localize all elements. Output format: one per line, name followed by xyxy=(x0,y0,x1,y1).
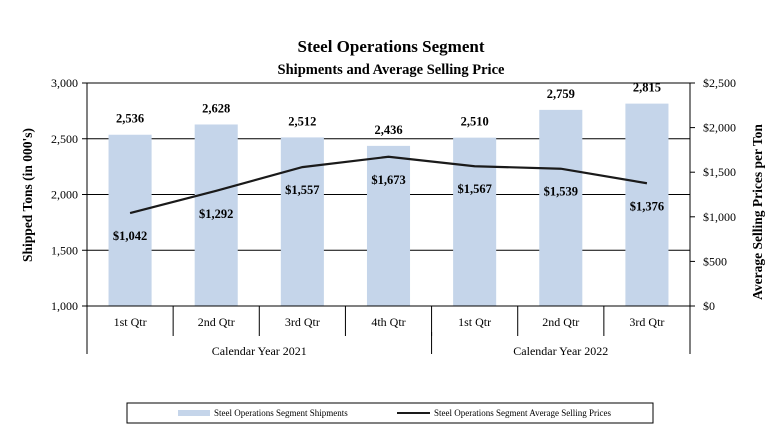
bar xyxy=(108,134,152,306)
bar-value-label: 2,628 xyxy=(202,101,230,115)
legend-swatch-shipments xyxy=(178,410,210,416)
y2-tick-label: $500 xyxy=(703,254,727,268)
y-tick-label: 1,500 xyxy=(51,243,78,257)
y2-tick-label: $1,500 xyxy=(703,165,736,179)
bar xyxy=(194,124,238,306)
category-axis: 1st Qtr 2nd Qtr 3rd Qtr 4th Qtr 1st Qtr 2nd Q… xyxy=(86,306,691,358)
y-tick-label: 3,000 xyxy=(51,76,78,90)
category-label: 1st Qtr xyxy=(114,315,147,329)
price-value-label: $1,557 xyxy=(285,183,319,197)
category-label: 3rd Qtr xyxy=(285,315,320,329)
legend-label-shipments: Steel Operations Segment Shipments xyxy=(214,408,348,418)
category-label: 2nd Qtr xyxy=(198,315,235,329)
y2-tick-label: $1,000 xyxy=(703,210,736,224)
y2-tick-label: $2,500 xyxy=(703,76,736,90)
bar xyxy=(366,145,411,306)
category-label: 2nd Qtr xyxy=(542,315,579,329)
y2-tick-label: $2,000 xyxy=(703,121,736,135)
legend: Steel Operations Segment Shipments Steel… xyxy=(126,402,654,424)
bar-value-label: 2,512 xyxy=(288,114,316,128)
bar-value-label: 2,759 xyxy=(547,87,575,101)
y-tick-label: 2,500 xyxy=(51,132,78,146)
y2-axis-title: Average Selling Prices per Ton xyxy=(750,124,765,300)
bar xyxy=(539,109,583,307)
y-tick-label: 1,000 xyxy=(51,299,78,313)
bar xyxy=(625,103,669,306)
line-series xyxy=(129,155,648,215)
right-axis-ticks: $0 $500 $1,000 $1,500 $2,000 $2,500 xyxy=(690,76,736,313)
bar-value-label: 2,815 xyxy=(633,81,661,95)
bar-value-label: 2,536 xyxy=(116,112,144,126)
line-data-labels: $1,042 $1,292 $1,557 $1,673 $1,567 $1,539 $1,3… xyxy=(113,173,664,243)
group-label: Calendar Year 2022 xyxy=(513,344,608,358)
price-value-label: $1,567 xyxy=(457,182,491,196)
left-axis-ticks: 1,000 1,500 2,000 2,500 3,000 xyxy=(51,76,87,313)
chart-title: Steel Operations Segment xyxy=(298,37,485,56)
price-value-label: $1,539 xyxy=(544,185,578,199)
price-value-label: $1,292 xyxy=(199,207,233,221)
bar-data-labels: 2,536 2,628 2,512 2,436 2,510 2,759 2,815 xyxy=(116,81,661,137)
price-value-label: $1,673 xyxy=(371,173,405,187)
legend-label-prices: Steel Operations Segment Average Selling… xyxy=(434,408,612,418)
y-tick-label: 2,000 xyxy=(51,188,78,202)
price-value-label: $1,376 xyxy=(630,199,664,213)
legend-box xyxy=(126,402,654,424)
bar xyxy=(453,137,497,306)
chart-subtitle: Shipments and Average Selling Price xyxy=(278,62,505,78)
bar xyxy=(280,137,324,306)
category-label: 1st Qtr xyxy=(458,315,491,329)
group-label: Calendar Year 2021 xyxy=(212,344,307,358)
category-label: 3rd Qtr xyxy=(629,315,664,329)
category-label: 4th Qtr xyxy=(371,315,405,329)
y2-tick-label: $0 xyxy=(703,299,715,313)
bar-value-label: 2,436 xyxy=(374,123,402,137)
price-value-label: $1,042 xyxy=(113,229,147,243)
bar-value-label: 2,510 xyxy=(461,115,489,129)
y-axis-title: Shipped Tons (in 000's) xyxy=(20,128,35,262)
